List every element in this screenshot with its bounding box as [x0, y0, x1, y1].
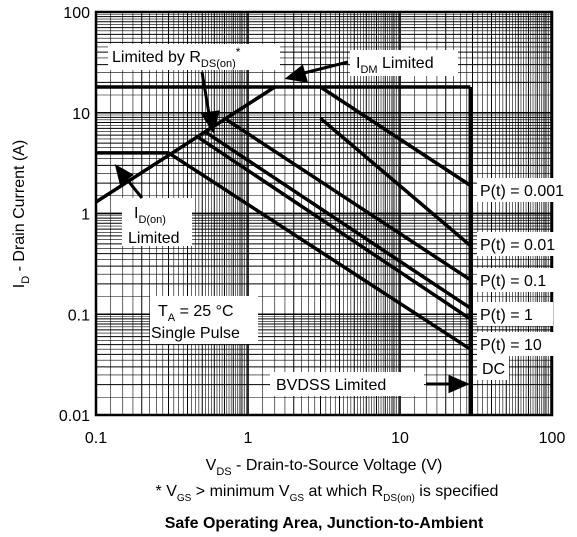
y-tick-label: 0.01	[59, 408, 90, 425]
ambient-temp-label: TA = 25 °C	[158, 303, 234, 324]
rdson-label-bg	[108, 44, 280, 70]
x-tick-label: 1	[244, 430, 253, 447]
series-label-p10: P(t) = 10	[480, 337, 542, 354]
rdson-arrowhead	[200, 110, 221, 134]
series-lines	[95, 85, 473, 415]
rdson-limit-line	[95, 85, 276, 204]
chart-title: Safe Operating Area, Junction-to-Ambient	[165, 515, 484, 532]
idon-label-bg	[122, 198, 192, 246]
series-line-0	[319, 85, 472, 187]
idon-label: ID(on)	[134, 205, 166, 226]
idm-label-bg	[350, 50, 458, 76]
idon-arrowhead	[114, 163, 134, 186]
series-line-5	[167, 151, 472, 351]
bvdss-arrowhead	[448, 374, 470, 394]
idm-arrow	[299, 60, 349, 76]
idm-arrowhead	[284, 64, 309, 83]
series-label-p1: P(t) = 1	[480, 307, 533, 324]
series-label-dc: DC	[482, 361, 505, 378]
label-bg-p001	[477, 232, 571, 256]
label-bg-p10	[477, 332, 561, 356]
idon-arrow	[123, 176, 144, 199]
label-bg-p01	[477, 268, 563, 292]
series-label-p01: P(t) = 0.1	[480, 273, 546, 290]
bvdss-limit-label: BVDSS Limited	[276, 377, 386, 394]
series-line-4	[197, 135, 472, 321]
series-label-p001: P(t) = 0.01	[480, 237, 555, 254]
rdson-limit-label: Limited by RDS(on)*	[112, 45, 241, 70]
tick-labels: 0.1 1 10 100 0.01 0.1 1 10 100	[59, 5, 566, 447]
single-pulse-label: Single Pulse	[151, 325, 240, 342]
series-line-2	[223, 116, 472, 282]
series-label-p0001: P(t) = 0.001	[480, 183, 564, 200]
x-tick-label: 0.1	[85, 430, 107, 447]
series-line-1	[319, 116, 472, 247]
series-line-3	[203, 130, 472, 310]
x-tick-label: 100	[539, 430, 566, 447]
plot-frame	[94, 10, 554, 417]
label-bg-dc	[477, 356, 509, 380]
footnote: * VGS > minimum VGS at which RDS(on) is …	[156, 483, 499, 504]
y-tick-label: 0.1	[68, 307, 90, 324]
x-axis-label: VDS - Drain-to-Source Voltage (V)	[206, 457, 443, 478]
idm-limit-label: IDM Limited	[356, 55, 434, 76]
bvdss-label-bg	[270, 372, 424, 396]
y-tick-label: 1	[81, 207, 90, 224]
annotation-arrows	[114, 60, 470, 394]
label-bg-p1	[477, 302, 553, 326]
y-axis-label: ID - Drain Current (A)	[11, 140, 32, 288]
y-tick-label: 10	[72, 106, 90, 123]
label-bg-p0001	[477, 178, 575, 202]
idon-limited-label: Limited	[128, 230, 180, 247]
y-tick-label: 100	[63, 5, 90, 22]
x-tick-label: 10	[391, 430, 409, 447]
conditions-label-bg	[150, 296, 258, 344]
